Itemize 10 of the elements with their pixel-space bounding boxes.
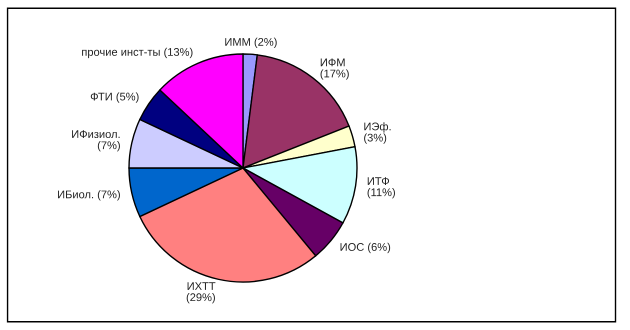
slice-label: ИОС (6%) — [340, 242, 390, 254]
slice-label: ИХТТ (29%) — [186, 282, 216, 304]
slice-label: ИММ (2%) — [225, 38, 277, 48]
slice-label: прочие инст-ты (13%) — [82, 48, 193, 58]
slice-label: ИБиол. (7%) — [58, 190, 120, 201]
slice-label: ФТИ (5%) — [90, 92, 139, 103]
slice-label: ИФМ (17%) — [320, 58, 349, 80]
slice-label: ИЭф. (3%) — [364, 122, 391, 144]
slice-label: ИТФ (11%) — [368, 177, 395, 198]
slice-label: ИФизиол. (7%) — [72, 130, 120, 152]
